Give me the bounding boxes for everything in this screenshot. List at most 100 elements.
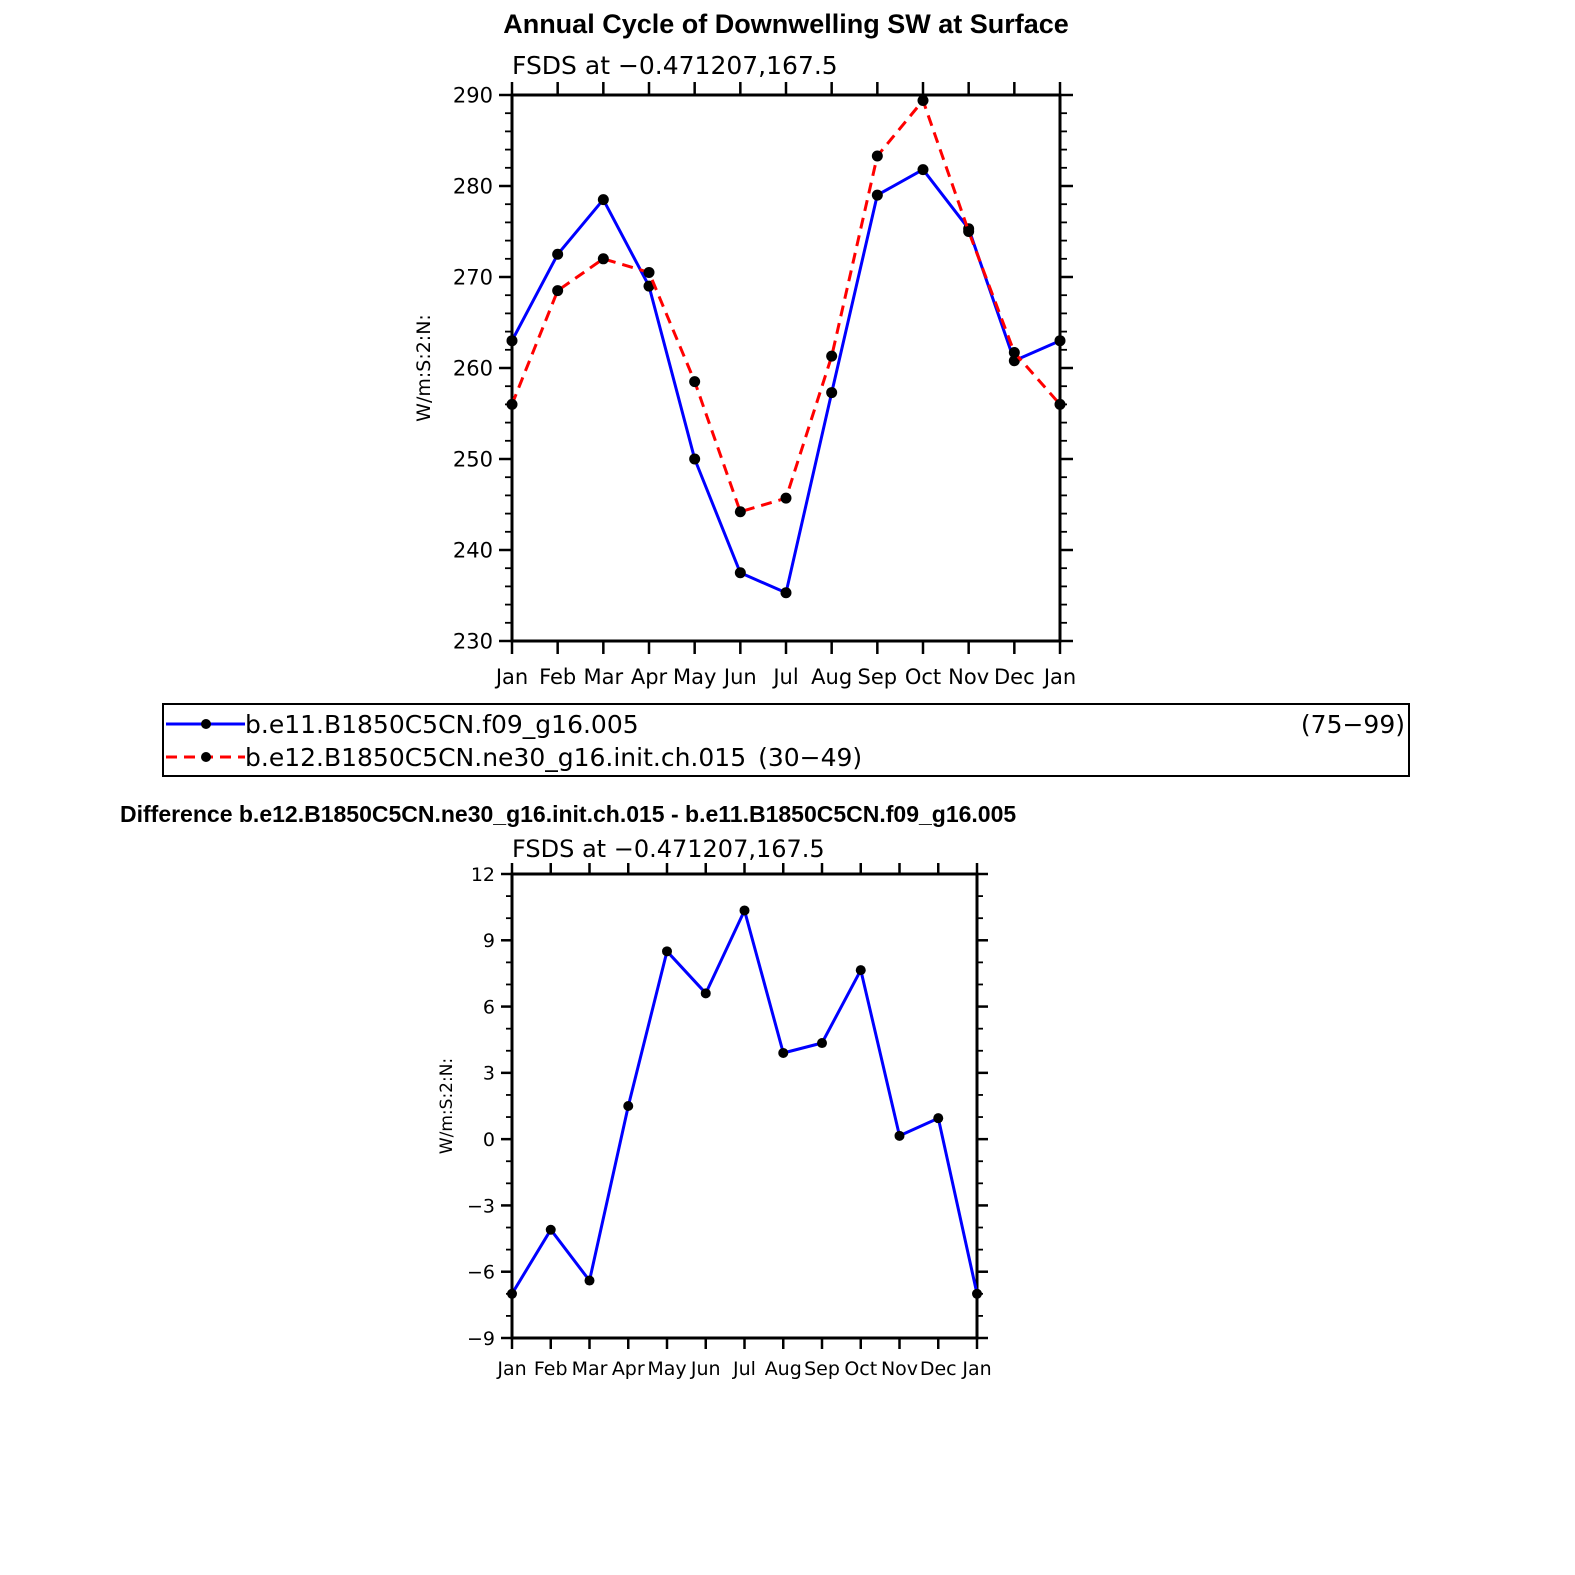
y-tick-label: 12 <box>471 864 495 886</box>
x-tick-label: Apr <box>612 1358 645 1380</box>
chart-title: Difference b.e12.B1850C5CN.ne30_g16.init… <box>120 801 1016 827</box>
series-1 <box>507 905 982 1299</box>
x-tick-label: Mar <box>572 1358 608 1380</box>
x-tick-label: Nov <box>881 1358 918 1380</box>
data-point <box>689 453 701 465</box>
x-tick-label: Feb <box>534 1358 568 1380</box>
y-tick-label: 250 <box>453 448 493 472</box>
data-point <box>700 988 711 999</box>
data-point <box>894 1130 905 1141</box>
legend-swatch-marker <box>201 719 211 729</box>
x-tick-label: Dec <box>994 665 1035 689</box>
x-tick-label: Mar <box>584 665 624 689</box>
x-tick-label: Jul <box>732 1358 756 1380</box>
data-point <box>734 567 746 579</box>
data-point <box>545 1224 556 1235</box>
data-point <box>734 506 746 518</box>
x-tick-label: Nov <box>948 665 989 689</box>
data-point <box>1054 398 1066 410</box>
data-point <box>1008 355 1020 367</box>
x-tick-label: May <box>673 665 716 689</box>
x-tick-label: Apr <box>631 665 668 689</box>
data-point <box>826 350 838 362</box>
y-axis-label: W/m:S:2:N: <box>437 1058 457 1154</box>
x-tick-label: Sep <box>804 1358 840 1380</box>
y-tick-label: 260 <box>453 357 493 381</box>
legend-swatch-marker <box>201 752 211 762</box>
legend-entry-years: (75−99) <box>1301 710 1405 739</box>
data-point <box>826 387 838 399</box>
series-line <box>510 99 1062 514</box>
x-tick-label: Oct <box>905 665 941 689</box>
series-1 <box>506 164 1066 599</box>
data-point <box>917 164 929 176</box>
y-tick-label: 270 <box>453 266 493 290</box>
y-tick-label: 0 <box>483 1129 495 1151</box>
chart-subtitle: FSDS at −0.471207,167.5 <box>512 835 825 863</box>
data-point <box>780 587 792 599</box>
chart-2: Difference b.e12.B1850C5CN.ne30_g16.init… <box>120 801 1016 1380</box>
data-point <box>933 1113 944 1124</box>
legend-entry-name: b.e12.B1850C5CN.ne30_g16.init.ch.015 <box>245 743 746 772</box>
x-tick-label: May <box>647 1358 686 1380</box>
data-point <box>643 280 655 292</box>
x-tick-label: Jun <box>690 1358 721 1380</box>
data-point <box>507 1288 517 1299</box>
series-line <box>510 909 979 1295</box>
y-tick-label: 3 <box>483 1063 495 1085</box>
data-point <box>972 1288 982 1299</box>
legend-entry-years: (30−49) <box>758 743 862 772</box>
y-tick-label: 280 <box>453 175 493 199</box>
legend-box <box>162 703 1410 777</box>
data-point <box>817 1038 827 1049</box>
y-axis-label: W/m:S:2:N: <box>413 314 435 422</box>
y-tick-label: 290 <box>453 84 493 108</box>
y-tick-label: 240 <box>453 539 493 563</box>
data-point <box>778 1047 789 1058</box>
chart-title: Annual Cycle of Downwelling SW at Surfac… <box>503 9 1069 39</box>
x-tick-label: Jan <box>1042 665 1076 689</box>
data-point <box>506 335 518 347</box>
data-point <box>506 398 518 410</box>
x-tick-label: Jan <box>496 1358 526 1380</box>
data-point <box>871 189 883 201</box>
data-point <box>597 253 609 265</box>
series-2 <box>506 94 1066 518</box>
y-tick-label: 9 <box>483 930 495 952</box>
legend-entry-name: b.e11.B1850C5CN.f09_g16.005 <box>245 710 639 739</box>
chart-1: Annual Cycle of Downwelling SW at Surfac… <box>162 9 1410 777</box>
data-point <box>689 376 701 388</box>
data-point <box>1008 347 1020 359</box>
x-tick-label: Sep <box>858 665 898 689</box>
x-tick-label: Dec <box>920 1358 957 1380</box>
data-point <box>552 285 564 297</box>
data-point <box>963 226 975 237</box>
series-line <box>510 168 1061 595</box>
y-tick-label: −9 <box>467 1328 495 1350</box>
y-tick-label: 230 <box>453 630 493 654</box>
x-tick-label: Oct <box>844 1358 877 1380</box>
data-point <box>780 492 792 504</box>
legend: b.e11.B1850C5CN.f09_g16.005 (75−99) b.e12.… <box>162 703 1410 777</box>
data-point <box>662 946 672 957</box>
data-point <box>552 248 564 260</box>
data-point <box>855 965 866 976</box>
plot-frame <box>510 93 1062 643</box>
data-point <box>1054 335 1066 347</box>
data-point <box>623 1101 634 1111</box>
data-point <box>597 194 609 206</box>
x-tick-label: Aug <box>811 665 852 689</box>
x-tick-label: Jan <box>494 665 528 689</box>
data-point <box>643 266 655 278</box>
chart-subtitle: FSDS at −0.471207,167.5 <box>512 51 838 80</box>
data-point <box>584 1275 595 1286</box>
x-tick-label: Feb <box>539 665 576 689</box>
x-tick-label: Jul <box>771 665 798 689</box>
y-tick-label: −3 <box>467 1195 495 1217</box>
data-point <box>871 150 883 162</box>
y-tick-label: 6 <box>483 996 495 1018</box>
y-tick-label: −6 <box>467 1262 495 1284</box>
x-tick-label: Jan <box>961 1358 991 1380</box>
data-point <box>917 94 929 106</box>
